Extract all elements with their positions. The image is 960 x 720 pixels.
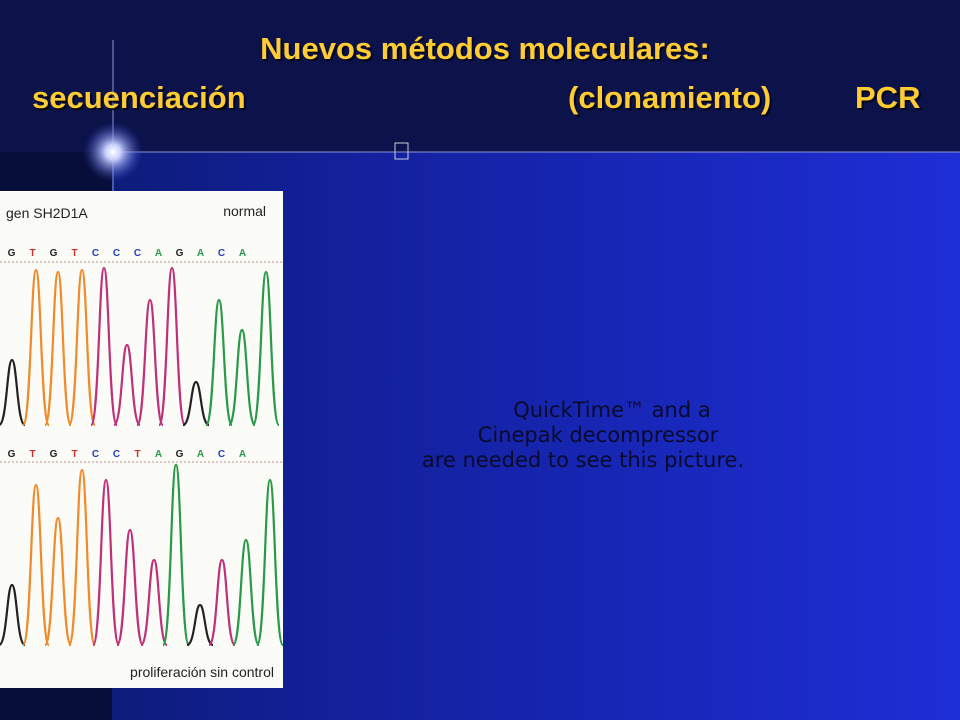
base-letter: A — [197, 449, 204, 460]
peak — [21, 483, 51, 647]
peak — [204, 298, 234, 427]
trace-top — [0, 266, 281, 427]
peak — [89, 266, 119, 427]
trace-bottom — [0, 463, 285, 647]
peak — [21, 268, 51, 427]
title-shadow: Nuevos métodos moleculares: — [262, 33, 712, 68]
base-letter: T — [29, 449, 35, 460]
peak — [227, 328, 257, 427]
peak — [43, 270, 73, 427]
base-letter: C — [218, 248, 225, 259]
title-word: (clonamiento) — [568, 80, 771, 115]
peak — [67, 268, 97, 427]
base-letter: C — [92, 449, 99, 460]
peak — [91, 478, 121, 647]
title-shadow: secuenciación — [34, 82, 248, 117]
gene-label: gen SH2D1A — [6, 205, 88, 221]
figure-panel — [0, 191, 283, 688]
title-word: PCR — [855, 80, 920, 115]
base-letter: C — [113, 449, 120, 460]
placeholder-text: Cinepak decompressor — [478, 423, 719, 447]
chromatogram-figure: gen SH2D1A normal proliferación sin cont… — [0, 191, 285, 688]
small-square — [394, 142, 409, 160]
star-glow — [83, 122, 143, 182]
base-letter: G — [8, 449, 16, 460]
peak — [251, 270, 281, 427]
base-letter: G — [50, 449, 58, 460]
peak — [161, 463, 191, 647]
peak — [43, 516, 73, 647]
condition-label: normal — [223, 203, 266, 219]
peak — [135, 298, 165, 427]
title-shadow: PCR — [857, 82, 922, 117]
base-letter: C — [113, 248, 120, 259]
base-letter: T — [134, 449, 140, 460]
peak — [0, 358, 27, 427]
condition-label: proliferación sin control — [130, 664, 274, 680]
peak — [112, 343, 142, 427]
peak — [0, 583, 27, 647]
peak — [139, 558, 169, 647]
base-letter: A — [155, 449, 162, 460]
base-letter: G — [50, 248, 58, 259]
peak — [231, 538, 261, 647]
base-letter: C — [218, 449, 225, 460]
peak — [255, 478, 285, 647]
title-line1: Nuevos métodos moleculares: — [260, 31, 710, 66]
base-letter: A — [155, 248, 162, 259]
peak — [67, 468, 97, 647]
base-letter: T — [71, 449, 77, 460]
title-shadow: (clonamiento) — [570, 82, 773, 117]
peak — [182, 380, 210, 427]
peak — [207, 558, 237, 647]
peak — [157, 266, 187, 427]
header-band — [0, 0, 960, 152]
peak — [186, 603, 214, 647]
placeholder-text: QuickTime™ and a — [513, 398, 711, 422]
base-letter: G — [8, 248, 16, 259]
placeholder-text: are needed to see this picture. — [422, 448, 744, 472]
base-letter: A — [197, 248, 204, 259]
base-letter: A — [239, 449, 246, 460]
title-word: secuenciación — [32, 80, 246, 115]
base-letter: A — [239, 248, 246, 259]
base-letter: T — [71, 248, 77, 259]
base-letter: C — [92, 248, 99, 259]
base-letter: T — [29, 248, 35, 259]
base-letter: G — [176, 449, 184, 460]
base-letter: C — [134, 248, 141, 259]
base-letter: G — [176, 248, 184, 259]
peak — [115, 528, 145, 647]
